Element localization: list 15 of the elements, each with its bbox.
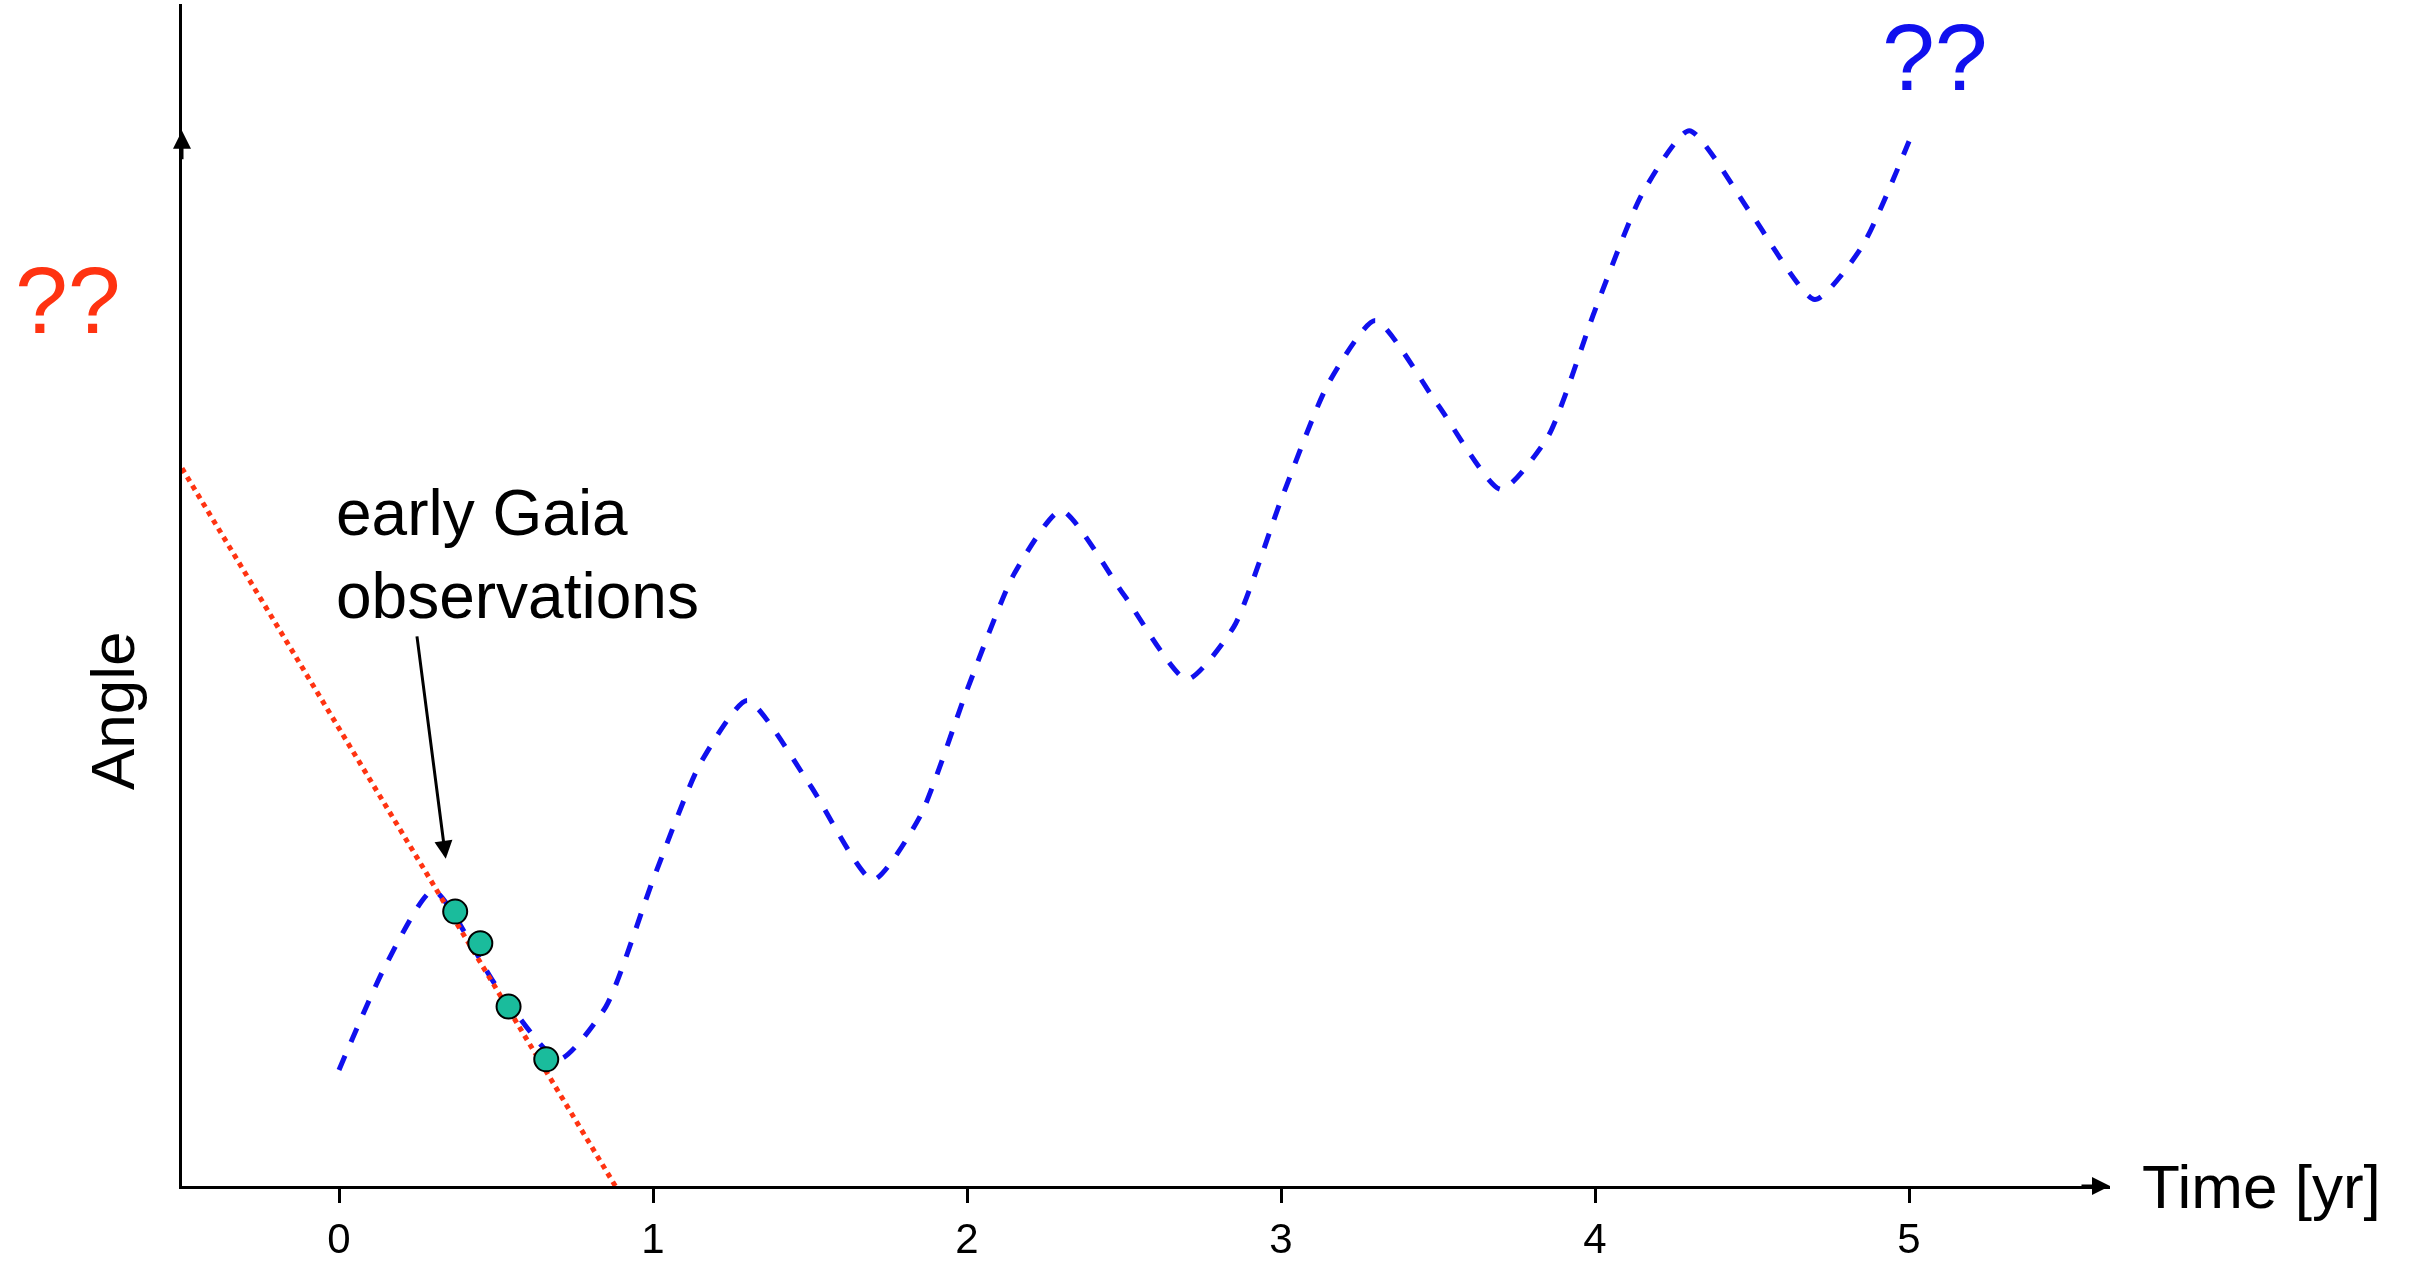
text: ?? <box>15 247 121 353</box>
point <box>442 898 469 925</box>
x-tick-label: 1 <box>641 1215 665 1263</box>
point <box>467 930 494 957</box>
point <box>495 993 522 1020</box>
x-tick-label: 4 <box>1583 1215 1607 1263</box>
y-axis-title: Angle <box>77 631 147 791</box>
x-tick-label: 3 <box>1269 1215 1293 1263</box>
annotation: early Gaia observations <box>336 477 699 633</box>
x-tick-label: 0 <box>327 1215 351 1263</box>
text: ?? <box>1882 4 1988 110</box>
x-tick-label: 2 <box>955 1215 979 1263</box>
x-tick-label: 5 <box>1897 1215 1921 1263</box>
x-axis-title: Time [yr] <box>2142 1152 2381 1221</box>
point <box>533 1046 560 1073</box>
